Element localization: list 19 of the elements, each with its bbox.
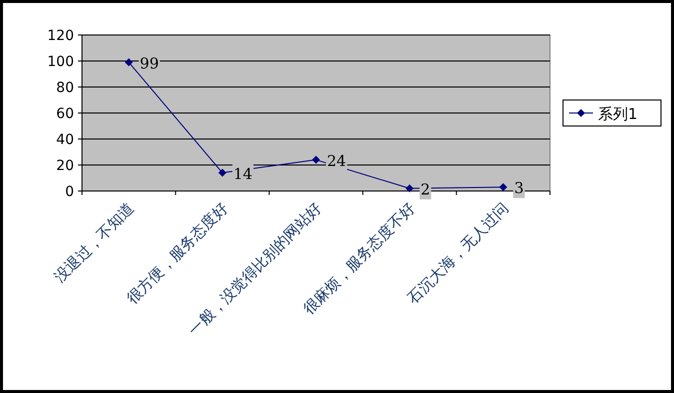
data-label: 2 bbox=[420, 180, 430, 198]
data-label: 14 bbox=[233, 164, 252, 183]
data-label: 99 bbox=[140, 54, 159, 72]
data-label: 24 bbox=[327, 152, 346, 170]
point bbox=[499, 183, 508, 192]
y-tick-label: 0 bbox=[65, 184, 74, 200]
y-tick-label: 20 bbox=[56, 158, 74, 174]
point bbox=[406, 184, 414, 192]
y-tick-label: 100 bbox=[47, 54, 74, 70]
legend-label: 系列1 bbox=[598, 105, 638, 123]
y-tick-label: 40 bbox=[56, 132, 74, 148]
x-tick-label: 没退过，不知道 bbox=[50, 199, 138, 286]
y-tick-label: 60 bbox=[56, 106, 74, 122]
point bbox=[218, 168, 226, 177]
point bbox=[312, 156, 320, 164]
data-label: 3 bbox=[514, 179, 524, 198]
y-tick-label: 80 bbox=[56, 80, 74, 96]
y-tick-label: 120 bbox=[47, 28, 74, 44]
point bbox=[124, 58, 133, 66]
